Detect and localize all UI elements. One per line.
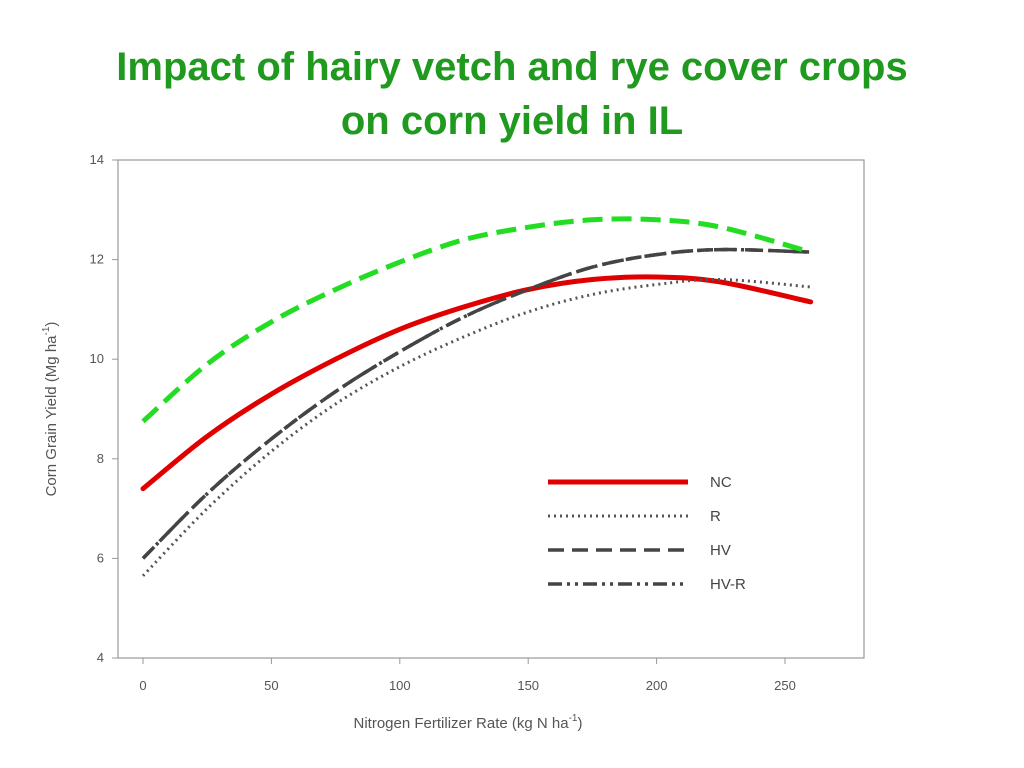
y-axis-label: Corn Grain Yield (Mg ha-1) [41,322,60,497]
y-tick-label: 6 [97,550,104,565]
x-axis-label-end: ) [577,715,582,732]
y-tick-label: 14 [90,152,104,167]
series-line-hv-r [141,247,811,560]
legend-label-nc: NC [710,474,732,491]
axis-ticks: 0 50 100 150 200 250 4 6 8 10 12 14 [90,152,796,693]
series-layer [140,216,814,577]
x-tick-label: 200 [646,678,668,693]
x-tick-label: 100 [389,678,411,693]
y-tick-label: 8 [97,451,104,466]
series-line-r [141,277,811,577]
x-tick-label: 250 [774,678,796,693]
plot-frame [117,159,865,659]
title-line-1: Impact of hairy vetch and rye cover crop… [116,45,908,89]
y-axis-label-sup: -1 [41,326,52,335]
x-tick-label: 0 [139,678,146,693]
x-axis-label-main: Nitrogen Fertilizer Rate (kg N ha [354,715,570,732]
series-line-hv [141,247,811,560]
page-title: Impact of hairy vetch and rye cover crop… [0,40,1024,148]
x-axis-label-sup: -1 [569,713,578,724]
legend-label-r: R [710,508,721,525]
legend-label-hv-r: HV-R [710,576,746,593]
x-axis-label: Nitrogen Fertilizer Rate (kg N ha-1) [354,713,583,732]
series-line-unlabeled-green [141,216,812,424]
y-axis-label-end: ) [43,322,60,327]
x-tick-label: 150 [517,678,539,693]
y-tick-label: 12 [90,252,104,267]
y-tick-label: 10 [90,351,104,366]
title-line-2: on corn yield in IL [340,99,684,143]
series-line-nc [140,274,814,492]
y-tick-label: 4 [97,650,104,665]
legend-label-hv: HV [710,542,731,559]
x-tick-label: 50 [264,678,278,693]
legend: NC R HV HV-R [548,474,746,593]
y-axis-label-main: Corn Grain Yield (Mg ha [43,335,60,497]
